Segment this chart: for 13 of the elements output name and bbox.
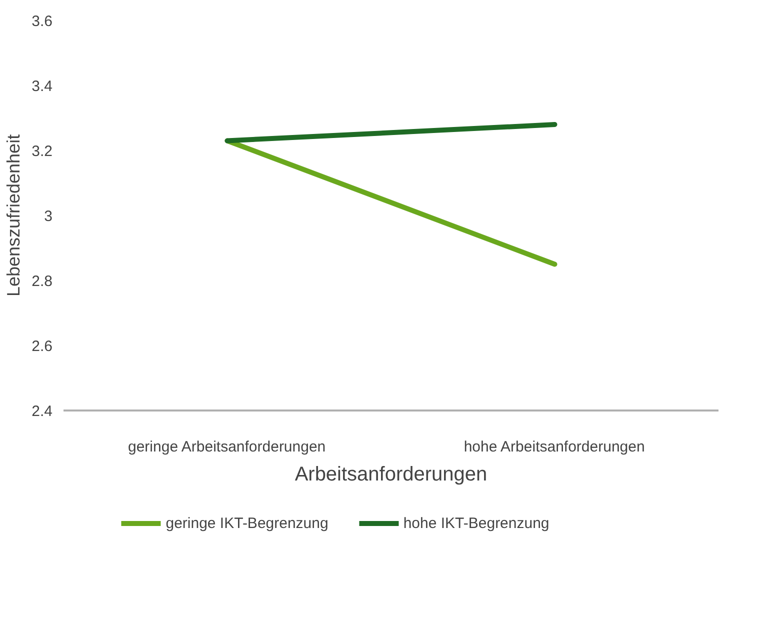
y-tick-label: 2.8 <box>32 273 53 290</box>
y-tick-label: 2.4 <box>32 403 53 420</box>
y-tick-label: 3 <box>44 208 52 225</box>
x-axis-title: Arbeitsanforderungen <box>294 464 488 486</box>
y-tick-label: 3.2 <box>32 143 53 160</box>
y-axis-title: Lebenszufriedenheit <box>4 134 24 297</box>
legend-label: hohe IKT-Begrenzung <box>403 514 550 532</box>
y-tick-label: 2.6 <box>32 338 53 355</box>
y-tick-label: 3.6 <box>32 13 53 30</box>
x-tick-label: geringe Arbeitsanforderungen <box>128 438 326 456</box>
legend-label: geringe IKT-Begrenzung <box>166 514 328 532</box>
y-tick-label: 3.4 <box>32 78 53 95</box>
x-tick-label: hohe Arbeitsanforderungen <box>464 438 645 456</box>
